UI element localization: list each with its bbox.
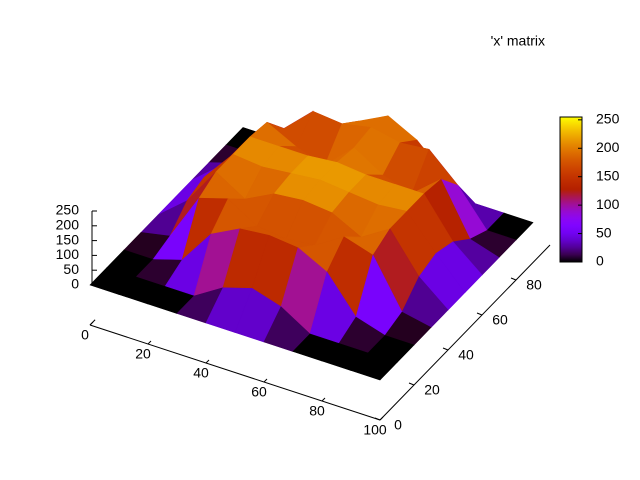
x-tick-label: 20 — [135, 346, 151, 362]
key-label: 'x' matrix — [491, 33, 545, 49]
cb-tick-label: 200 — [596, 139, 620, 155]
y-tick — [476, 312, 483, 316]
y-tick-label: 40 — [458, 347, 474, 363]
y-tick — [510, 277, 517, 281]
cb-tick-label: 100 — [596, 196, 620, 212]
z-tick-label: 150 — [56, 231, 80, 247]
cb-tick-label: 0 — [596, 253, 604, 269]
cb-tick-label: 50 — [596, 224, 612, 240]
x-tick — [263, 378, 268, 383]
x-tick — [321, 397, 326, 402]
x-tick-label: 0 — [81, 327, 89, 343]
z-tick-label: 50 — [63, 261, 79, 277]
x-tick — [379, 416, 384, 421]
y-tick-label: 0 — [394, 417, 402, 433]
x-tick — [205, 359, 210, 364]
y-tick — [442, 347, 449, 351]
y-tick-label: 80 — [526, 277, 542, 293]
z-tick-label: 250 — [56, 202, 80, 218]
cb-tick-label: 250 — [596, 111, 620, 127]
cb-tick-label: 150 — [596, 167, 620, 183]
y-tick-label: 20 — [424, 382, 440, 398]
z-tick-label: 0 — [71, 276, 79, 292]
x-axis — [89, 324, 381, 421]
x-tick-label: 40 — [193, 365, 209, 381]
y-axis — [379, 244, 551, 421]
y-tick-label: 60 — [492, 312, 508, 328]
x-tick — [89, 321, 94, 326]
x-tick-label: 100 — [363, 422, 387, 438]
z-tick-label: 100 — [56, 246, 80, 262]
x-tick-label: 60 — [251, 384, 267, 400]
surface-cell — [350, 352, 398, 381]
z-tick-label: 200 — [56, 217, 80, 233]
x-tick — [147, 340, 152, 345]
y-tick — [374, 417, 381, 421]
color-box — [559, 116, 583, 263]
y-tick — [408, 382, 415, 386]
x-tick-label: 80 — [309, 403, 325, 419]
